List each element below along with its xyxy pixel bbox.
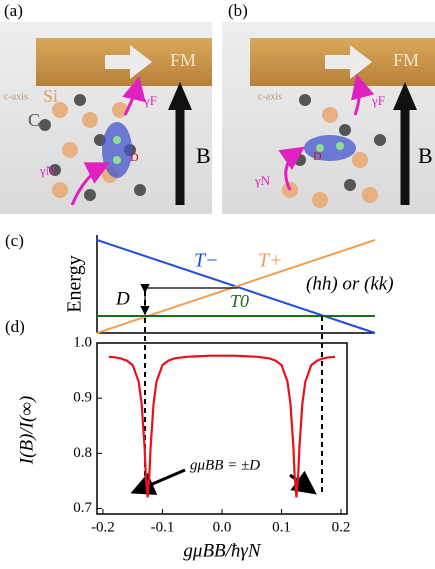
b-label: B: [196, 143, 211, 168]
b-label: B: [418, 143, 433, 168]
t-minus-label: T−: [194, 250, 219, 272]
y-axis-label: Energy: [64, 255, 86, 312]
data-line: [109, 356, 335, 498]
panel-label: (b): [228, 1, 248, 20]
annotation-arrow: [136, 470, 185, 491]
x-axis-label: gμBB/ħγN: [183, 540, 262, 561]
gamma-f-label: γF: [371, 93, 385, 108]
x-tick-label: 0.2: [332, 519, 351, 535]
x-tick-label: 0.0: [213, 519, 232, 535]
y-tick-label: 0.9: [73, 390, 92, 406]
annotation: gμBB = ±D: [190, 457, 260, 473]
panel-label: (a): [4, 1, 23, 20]
x-tick-label: 0.1: [272, 519, 291, 535]
fm-label: FM: [170, 50, 196, 70]
gamma-n-label: γN: [39, 163, 56, 178]
panel-a: (a) FM c-axis Si C γF γN D B: [0, 1, 212, 214]
defect: [102, 122, 132, 178]
d-label: D: [313, 149, 322, 163]
t-zero-label: T0: [230, 291, 249, 311]
panel-b: (b) FM c-axis γF γN D B: [222, 1, 435, 214]
fm-label: FM: [393, 50, 419, 70]
y-axis-label: I(B)/I(∞): [16, 396, 37, 465]
figure: (a) FM c-axis Si C γF γN D B (b) FM c-ax…: [0, 0, 435, 569]
d-label: D: [115, 288, 130, 309]
y-tick-label: 1.0: [73, 334, 92, 350]
c-axis-label: c-axis: [258, 91, 282, 102]
c-label: C: [28, 110, 40, 130]
gamma-n-label: γN: [254, 173, 271, 188]
gamma-f-label: γF: [143, 93, 157, 108]
panel-c: (c) Energy T− T+ T0 D (hh) or (kk): [5, 231, 394, 333]
panel-label: (d): [5, 317, 25, 336]
defect: [304, 135, 356, 161]
y-tick-label: 0.8: [73, 445, 92, 461]
d-label: D: [130, 150, 139, 164]
c-axis-label: c-axis: [4, 91, 28, 102]
note: (hh) or (kk): [306, 273, 394, 294]
x-tick-label: -0.2: [91, 519, 115, 535]
x-tick-label: -0.1: [151, 519, 175, 535]
annotation-arrow: [290, 475, 312, 491]
si-label: Si: [43, 86, 58, 106]
y-tick-label: 0.7: [73, 500, 92, 516]
t-plus-label: T+: [258, 250, 283, 272]
panel-label: (c): [5, 231, 24, 250]
